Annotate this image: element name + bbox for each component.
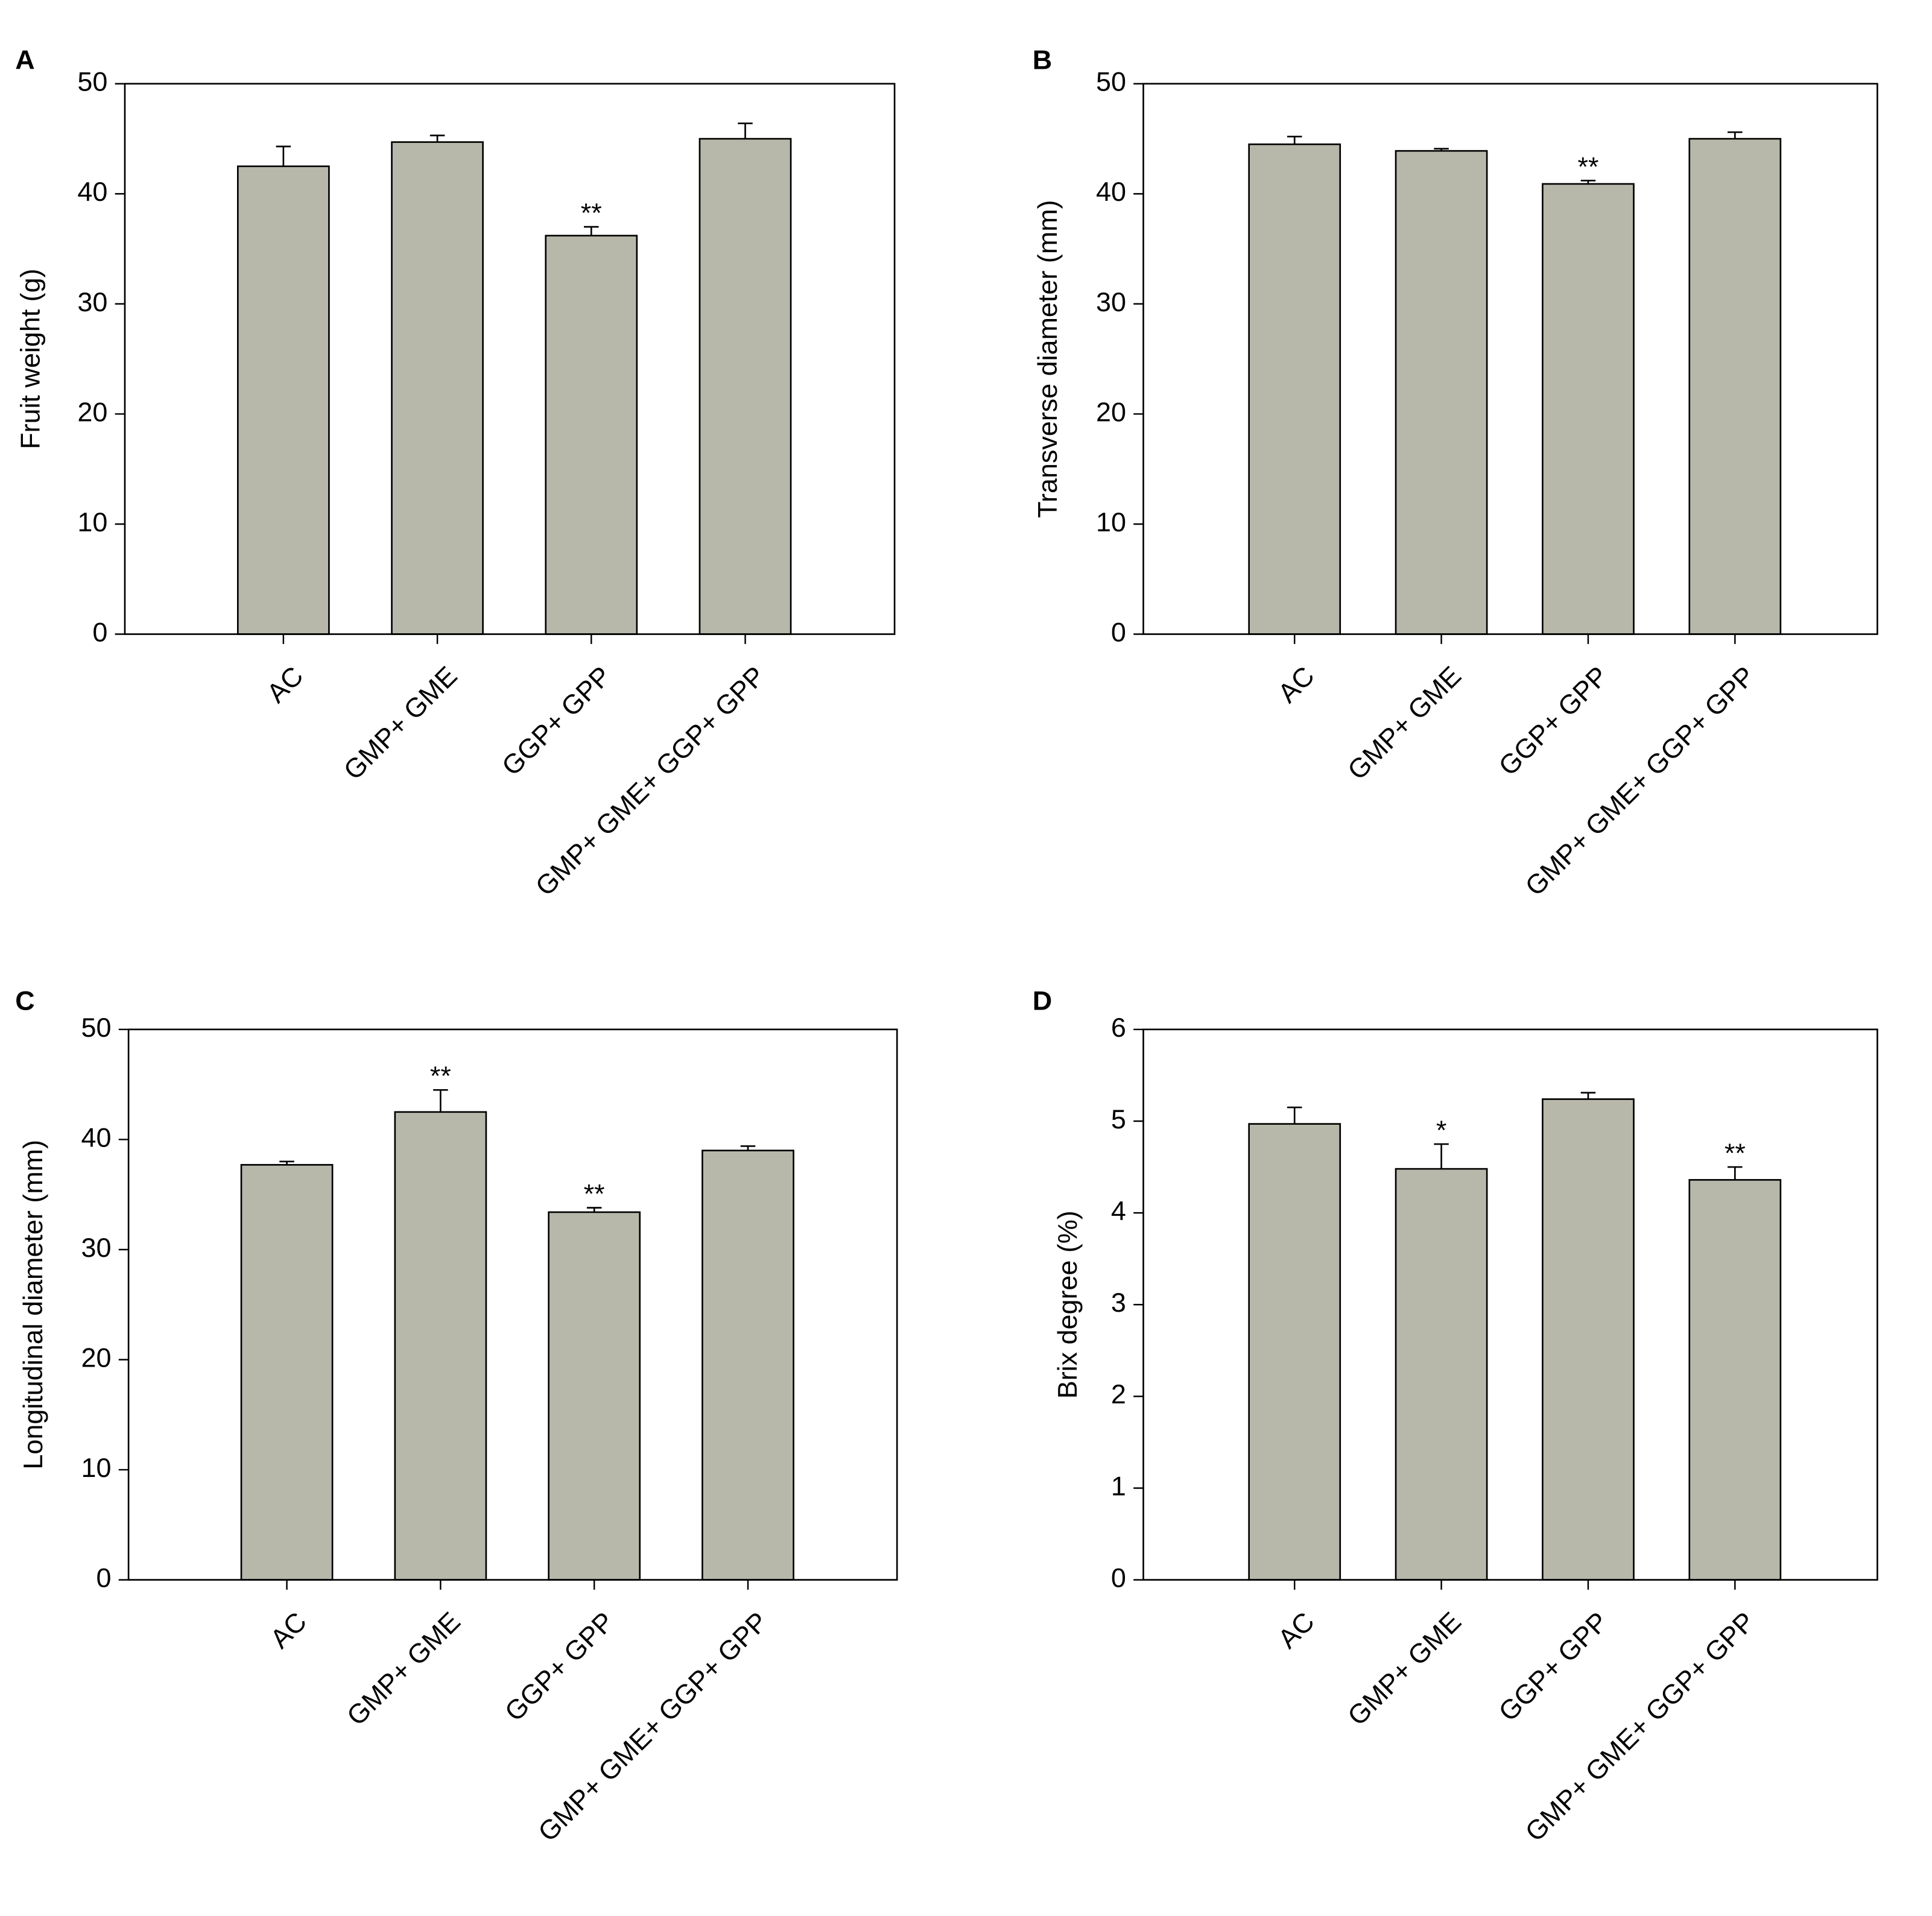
- bar: [240, 1164, 334, 1581]
- y-tick-label: 40: [77, 176, 107, 207]
- y-tick-label: 30: [1096, 286, 1126, 317]
- y-tick-label: 40: [81, 1122, 112, 1152]
- x-tick-label: GGP+ GPP: [1492, 1606, 1614, 1727]
- plot-frame: [127, 1028, 898, 1581]
- y-tick-label: 20: [81, 1342, 112, 1373]
- y-tick-label: 0: [92, 616, 107, 647]
- y-tick-label: 3: [1111, 1287, 1126, 1318]
- y-tick-label: 20: [1096, 396, 1126, 427]
- y-tick-label: 20: [77, 396, 107, 427]
- panel-label: B: [1033, 44, 1052, 75]
- error-bar: [429, 134, 445, 142]
- x-tick-label: GGP+ GPP: [1492, 660, 1614, 782]
- bar: [1542, 1098, 1635, 1581]
- panel-label: C: [15, 985, 34, 1016]
- bar: [1688, 138, 1782, 635]
- bar: [548, 1211, 641, 1581]
- x-tick-label: AC: [1272, 660, 1320, 709]
- y-tick-label: 0: [97, 1562, 112, 1593]
- error-bar: [1580, 180, 1596, 184]
- error-bar: [1287, 1106, 1302, 1124]
- bar: [1248, 1123, 1341, 1581]
- y-tick-label: 0: [1111, 616, 1126, 647]
- error-bar: [433, 1089, 448, 1112]
- x-tick-label: GGP+ GPP: [496, 660, 617, 782]
- y-tick-label: 4: [1111, 1195, 1126, 1226]
- error-bar: [279, 1160, 294, 1165]
- y-tick-label: 10: [1096, 507, 1126, 537]
- panel-label: A: [15, 44, 34, 75]
- y-tick-label: 0: [1111, 1562, 1126, 1593]
- bar: [702, 1149, 794, 1581]
- error-bar: [1728, 1166, 1743, 1180]
- error-bar: [1434, 148, 1449, 151]
- y-axis-label: Transverse diameter (mm): [1032, 200, 1063, 518]
- y-tick-label: 6: [1111, 1012, 1126, 1043]
- bar: [1395, 1168, 1488, 1581]
- bar: [236, 165, 330, 635]
- significance-label: **: [584, 1178, 605, 1209]
- plot-frame: [1142, 83, 1878, 635]
- bar: [1542, 183, 1635, 635]
- y-axis-label: Brix degree (%): [1052, 1210, 1083, 1399]
- y-axis-label: Fruit weight (g): [15, 268, 46, 449]
- y-tick-label: 5: [1111, 1104, 1126, 1134]
- bar: [545, 235, 638, 635]
- error-bar: [1287, 136, 1302, 145]
- x-tick-label: GMP+ GME: [1341, 660, 1467, 786]
- y-tick-label: 30: [81, 1232, 112, 1263]
- y-tick-label: 1: [1111, 1470, 1126, 1501]
- significance-label: **: [1577, 151, 1598, 182]
- x-tick-label: AC: [264, 1606, 312, 1654]
- significance-label: *: [1436, 1115, 1446, 1145]
- y-tick-label: 2: [1111, 1379, 1126, 1409]
- plot-frame: [1142, 1028, 1878, 1581]
- error-bar: [276, 145, 291, 166]
- error-bar: [1580, 1092, 1596, 1099]
- bar: [1688, 1179, 1782, 1581]
- y-axis-label: Longitudinal diameter (mm): [17, 1140, 48, 1470]
- y-tick-label: 30: [77, 286, 107, 317]
- error-bar: [1728, 131, 1743, 139]
- error-bar: [584, 226, 599, 236]
- y-tick-label: 10: [77, 507, 107, 537]
- significance-label: **: [430, 1060, 451, 1091]
- y-tick-label: 40: [1096, 176, 1126, 207]
- error-bar: [1434, 1143, 1449, 1169]
- x-tick-label: GMP+ GME: [341, 1606, 466, 1731]
- bar: [391, 141, 484, 635]
- error-bar: [586, 1207, 602, 1212]
- x-tick-label: AC: [1272, 1606, 1320, 1654]
- bar: [1248, 143, 1341, 635]
- plot-frame: [124, 83, 896, 635]
- significance-label: **: [1725, 1137, 1746, 1168]
- y-tick-label: 10: [81, 1452, 112, 1483]
- x-tick-label: GMP+ GME: [337, 660, 463, 786]
- bar: [394, 1111, 487, 1581]
- y-tick-label: 50: [1096, 66, 1126, 97]
- x-tick-label: AC: [261, 660, 309, 709]
- y-tick-label: 50: [77, 66, 107, 97]
- significance-label: **: [581, 197, 602, 228]
- bar: [1395, 150, 1488, 635]
- bar: [698, 138, 792, 635]
- error-bar: [740, 1145, 756, 1151]
- panel-label: D: [1033, 985, 1052, 1016]
- x-tick-label: GGP+ GPP: [499, 1606, 620, 1727]
- x-tick-label: GMP+ GME: [1341, 1606, 1467, 1731]
- error-bar: [738, 122, 753, 139]
- y-tick-label: 50: [81, 1012, 112, 1043]
